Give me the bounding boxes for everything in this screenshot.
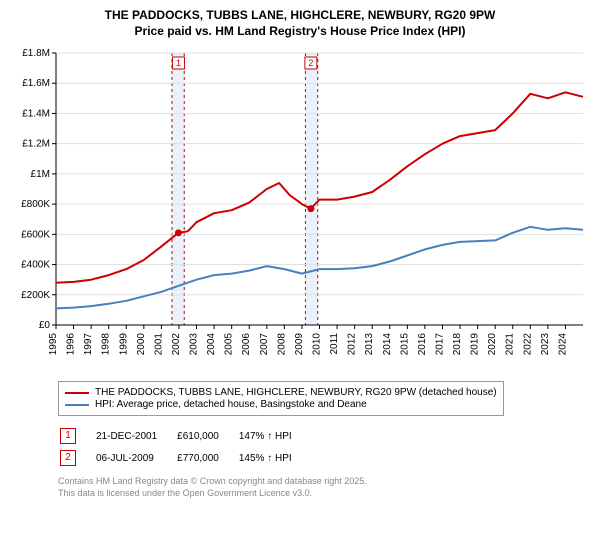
legend-label: THE PADDOCKS, TUBBS LANE, HIGHCLERE, NEW… xyxy=(95,387,497,398)
svg-text:£1.2M: £1.2M xyxy=(22,139,50,150)
svg-text:2010: 2010 xyxy=(312,333,323,356)
svg-text:£200K: £200K xyxy=(21,290,50,301)
svg-text:1999: 1999 xyxy=(118,333,129,356)
svg-text:1998: 1998 xyxy=(101,333,112,356)
svg-text:2016: 2016 xyxy=(417,333,428,356)
svg-text:2013: 2013 xyxy=(364,333,375,356)
svg-text:2008: 2008 xyxy=(276,333,287,356)
svg-text:2009: 2009 xyxy=(294,333,305,356)
table-row: 2 06-JUL-2009£770,000145% ↑ HPI xyxy=(60,448,310,468)
sale-delta: 145% ↑ HPI xyxy=(239,448,310,468)
svg-text:2018: 2018 xyxy=(452,333,463,356)
svg-text:2020: 2020 xyxy=(487,333,498,356)
legend-swatch xyxy=(65,404,89,406)
svg-text:2023: 2023 xyxy=(540,333,551,356)
svg-text:2024: 2024 xyxy=(557,333,568,356)
sales-table: 1 21-DEC-2001£610,000147% ↑ HPI 2 06-JUL-20… xyxy=(58,424,312,470)
svg-text:£1.6M: £1.6M xyxy=(22,78,50,89)
svg-text:2005: 2005 xyxy=(224,333,235,356)
svg-text:2011: 2011 xyxy=(329,333,340,355)
svg-text:£1.4M: £1.4M xyxy=(22,109,50,120)
sale-date: 06-JUL-2009 xyxy=(96,448,175,468)
svg-text:1996: 1996 xyxy=(66,333,77,356)
svg-text:2015: 2015 xyxy=(399,333,410,356)
svg-text:£1.8M: £1.8M xyxy=(22,48,50,59)
svg-text:2014: 2014 xyxy=(382,333,393,356)
footer-line1: Contains HM Land Registry data © Crown c… xyxy=(58,476,592,488)
line-chart-svg: £0 £200K £400K £600K £800K £1M £1.2M £1.4M £1.6M… xyxy=(8,45,592,375)
svg-text:2021: 2021 xyxy=(505,333,516,356)
svg-text:2002: 2002 xyxy=(171,333,182,356)
footer-note: Contains HM Land Registry data © Crown c… xyxy=(58,476,592,499)
title-line2: Price paid vs. HM Land Registry's House … xyxy=(8,24,592,40)
svg-text:£400K: £400K xyxy=(21,260,50,271)
svg-text:1997: 1997 xyxy=(83,333,94,356)
chart-title: THE PADDOCKS, TUBBS LANE, HIGHCLERE, NEW… xyxy=(8,8,592,39)
svg-text:£800K: £800K xyxy=(21,199,50,210)
footer-line2: This data is licensed under the Open Gov… xyxy=(58,488,592,500)
table-row: 1 21-DEC-2001£610,000147% ↑ HPI xyxy=(60,426,310,446)
legend-row: HPI: Average price, detached house, Basi… xyxy=(65,399,497,410)
svg-text:2: 2 xyxy=(308,58,313,68)
svg-text:2012: 2012 xyxy=(347,333,358,356)
svg-text:2001: 2001 xyxy=(153,333,164,356)
svg-text:2003: 2003 xyxy=(189,333,200,356)
svg-text:1: 1 xyxy=(176,58,181,68)
svg-text:2007: 2007 xyxy=(259,333,270,356)
svg-text:1995: 1995 xyxy=(48,333,59,356)
sale-price: £610,000 xyxy=(177,426,237,446)
legend-label: HPI: Average price, detached house, Basi… xyxy=(95,399,367,410)
chart-area: £0 £200K £400K £600K £800K £1M £1.2M £1.4M £1.6M… xyxy=(8,45,592,375)
sale-date: 21-DEC-2001 xyxy=(96,426,175,446)
marker-badge: 1 xyxy=(60,428,76,444)
sale-delta: 147% ↑ HPI xyxy=(239,426,310,446)
legend: THE PADDOCKS, TUBBS LANE, HIGHCLERE, NEW… xyxy=(58,381,504,416)
svg-text:2000: 2000 xyxy=(136,333,147,356)
svg-text:£0: £0 xyxy=(39,320,51,331)
legend-row: THE PADDOCKS, TUBBS LANE, HIGHCLERE, NEW… xyxy=(65,387,497,398)
svg-text:2006: 2006 xyxy=(241,333,252,356)
svg-text:2017: 2017 xyxy=(434,333,445,356)
legend-swatch xyxy=(65,392,89,394)
svg-text:£600K: £600K xyxy=(21,230,50,241)
marker-badge: 2 xyxy=(60,450,76,466)
svg-text:2022: 2022 xyxy=(522,333,533,356)
svg-text:2004: 2004 xyxy=(206,333,217,356)
title-line1: THE PADDOCKS, TUBBS LANE, HIGHCLERE, NEW… xyxy=(8,8,592,24)
svg-text:2019: 2019 xyxy=(470,333,481,356)
sale-price: £770,000 xyxy=(177,448,237,468)
svg-text:£1M: £1M xyxy=(31,169,50,180)
